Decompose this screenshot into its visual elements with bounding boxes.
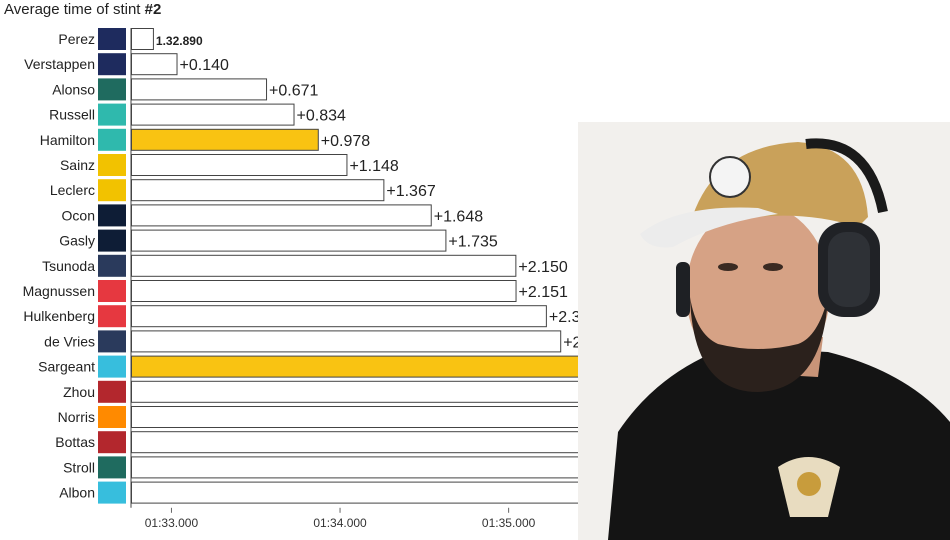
team-logo-alonso [98, 78, 126, 101]
bar-alonso [131, 78, 268, 101]
driver-label-ocon: Ocon [62, 207, 95, 223]
driver-label-leclerc: Leclerc [50, 182, 95, 198]
team-logo-hamilton [98, 128, 126, 151]
delta-label-gasly: +1.735 [448, 234, 497, 251]
team-logo-norris [98, 406, 126, 428]
team-logo-russell [98, 103, 126, 126]
streamer-webcam [578, 122, 950, 540]
x-tick-label-01-33-000: 01:33.000 [145, 516, 199, 530]
bar-stroll [131, 456, 626, 479]
bar-verstappen [131, 53, 178, 76]
delta-label-ocon: +1.648 [434, 208, 483, 225]
bar-bottas [131, 431, 623, 454]
driver-label-perez: Perez [58, 31, 95, 47]
team-logo-magnussen [98, 280, 126, 302]
bar-hamilton [131, 128, 319, 151]
driver-label-gasly: Gasly [59, 233, 95, 249]
bar-zhou [131, 380, 616, 403]
delta-label-perez: 1.32.890 [156, 34, 203, 48]
team-logo-sargeant [98, 355, 126, 378]
driver-label-alonso: Alonso [52, 81, 95, 97]
delta-label-magnussen: +2.151 [519, 284, 568, 301]
bar-magnussen [131, 280, 517, 302]
bar-norris [131, 406, 620, 428]
bar-hulkenberg [131, 305, 547, 328]
bar-russell [131, 103, 295, 126]
team-logo-bottas [98, 431, 126, 454]
delta-label-alonso: +0.671 [269, 82, 318, 99]
team-logo-stroll [98, 456, 126, 479]
team-logo-ocon [98, 204, 126, 227]
team-logo-hulkenberg [98, 305, 126, 328]
driver-label-magnussen: Magnussen [23, 283, 95, 299]
bar-sargeant [131, 355, 613, 378]
chart-title-number: #2 [144, 1, 162, 18]
delta-label-russell: +0.834 [297, 108, 346, 125]
driver-label-tsunoda: Tsunoda [42, 258, 95, 274]
driver-label-verstappen: Verstappen [24, 56, 95, 72]
team-logo-zhou [98, 380, 126, 403]
driver-label-albon: Albon [59, 485, 95, 501]
bar-tsunoda [131, 254, 517, 277]
bar-de-vries [131, 330, 562, 353]
bar-sainz [131, 154, 348, 176]
chart-title: Average time of stint #2 [4, 1, 161, 18]
driver-label-russell: Russell [49, 107, 95, 123]
delta-label-leclerc: +1.367 [386, 183, 435, 200]
x-tick-label-01-34-000: 01:34.000 [313, 516, 367, 530]
delta-label-sainz: +1.148 [349, 158, 398, 175]
team-logo-verstappen [98, 53, 126, 76]
team-logo-gasly [98, 229, 126, 252]
team-logo-albon [98, 481, 126, 504]
driver-label-bottas: Bottas [55, 434, 95, 450]
driver-label-hulkenberg: Hulkenberg [23, 308, 95, 324]
driver-label-sargeant: Sargeant [38, 359, 95, 375]
driver-label-sainz: Sainz [60, 157, 95, 173]
team-logo-leclerc [98, 179, 126, 202]
bar-perez [131, 28, 154, 50]
bar-albon [131, 481, 630, 504]
delta-label-hamilton: +0.978 [321, 133, 370, 150]
bar-ocon [131, 204, 432, 227]
team-logo-tsunoda [98, 254, 126, 277]
team-logo-de-vries [98, 330, 126, 353]
team-logo-perez [98, 28, 126, 50]
driver-label-hamilton: Hamilton [40, 132, 95, 148]
team-logo-sainz [98, 154, 126, 176]
delta-label-tsunoda: +2.150 [518, 259, 567, 276]
driver-label-norris: Norris [58, 409, 95, 425]
bar-leclerc [131, 179, 385, 202]
driver-label-de-vries: de Vries [44, 333, 95, 349]
driver-label-zhou: Zhou [63, 384, 95, 400]
chart-title-text: Average time of stint [4, 1, 145, 18]
bar-gasly [131, 229, 447, 252]
driver-label-stroll: Stroll [63, 459, 95, 475]
delta-label-verstappen: +0.140 [180, 57, 229, 74]
x-tick-label-01-35-000: 01:35.000 [482, 516, 536, 530]
